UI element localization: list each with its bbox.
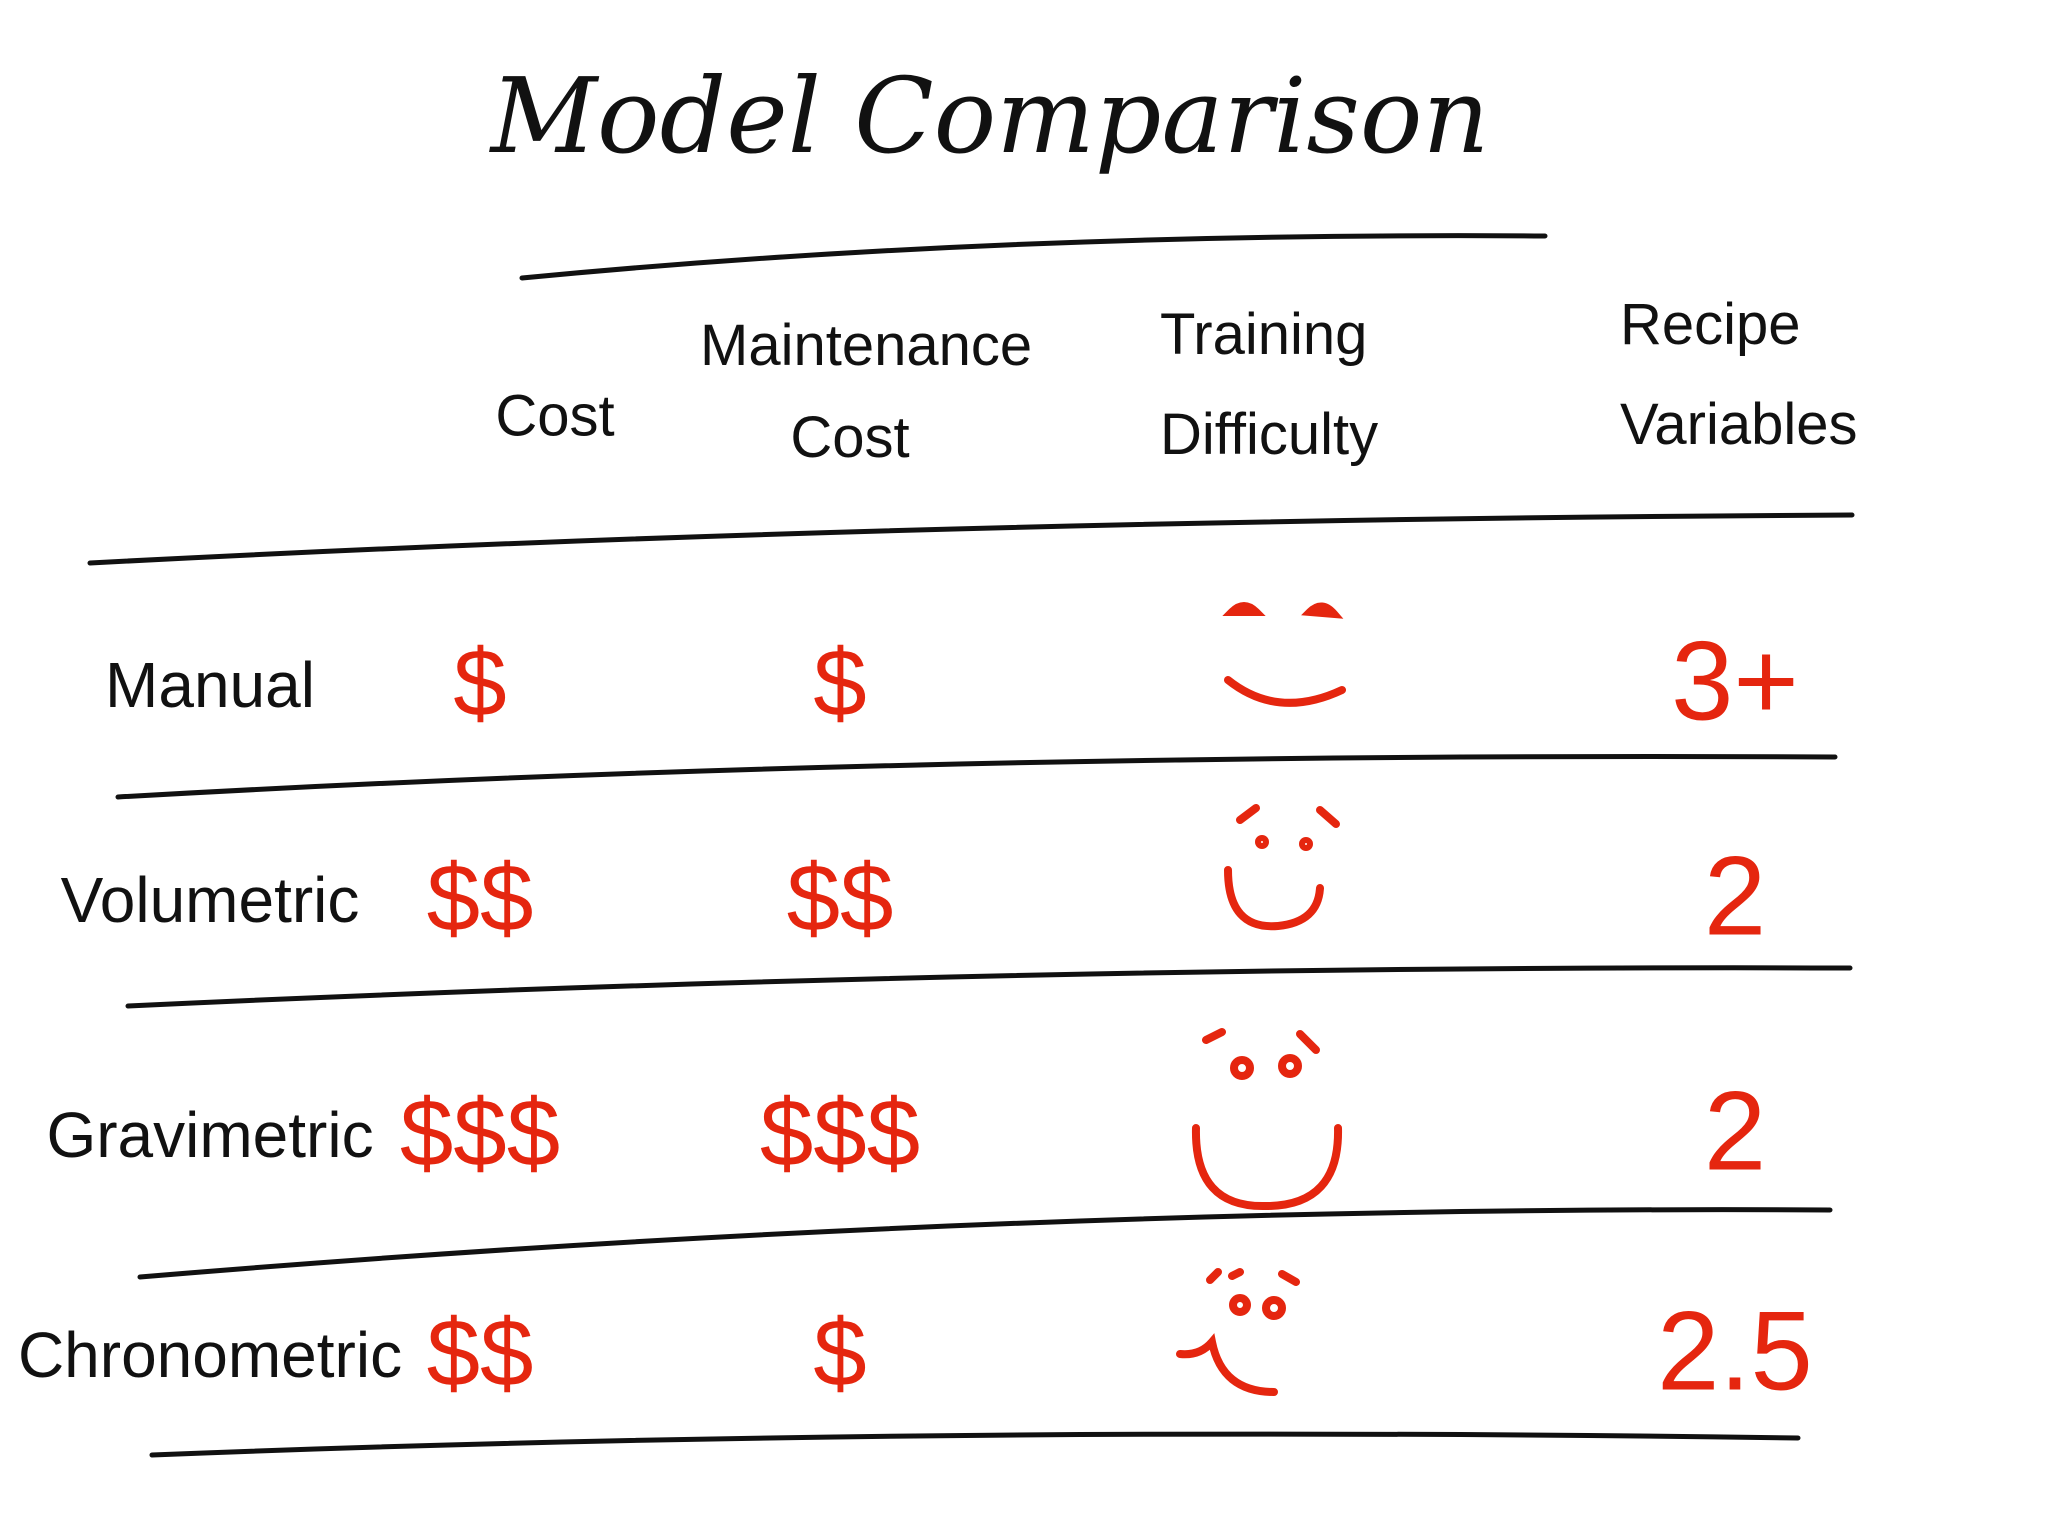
face-icon xyxy=(1176,1268,1300,1396)
row-rule xyxy=(149,1431,1801,1458)
cost-cell: $$$ xyxy=(400,1079,560,1186)
column-header-box: Recipe Variables xyxy=(1620,292,1858,457)
maintenance-cell: $$$ xyxy=(760,1079,920,1186)
face-icon xyxy=(1224,804,1340,931)
cost-cell: $$ xyxy=(427,844,534,951)
title-underline xyxy=(519,233,1548,281)
maintenance-cell: $ xyxy=(813,629,866,736)
maintenance-cell: $$ xyxy=(787,844,894,951)
face-icon xyxy=(1222,602,1346,707)
column-header-box: Training Difficulty xyxy=(1160,302,1379,467)
row-rule xyxy=(87,512,1855,566)
cost-cell: $ xyxy=(453,629,506,736)
recipe-cell: 3+ xyxy=(1671,619,1799,744)
recipe-cell: 2 xyxy=(1704,834,1766,959)
column-header: Recipe Variables xyxy=(1620,292,1858,457)
row-rule xyxy=(115,754,1838,800)
row-label: Gravimetric xyxy=(46,1099,373,1171)
row-rule xyxy=(125,965,1853,1009)
row-label: Volumetric xyxy=(61,864,360,936)
column-header-box: Maintenance Cost xyxy=(700,313,1033,470)
row-rule xyxy=(137,1207,1833,1280)
recipe-cell: 2 xyxy=(1704,1069,1766,1194)
face-icon xyxy=(1191,1028,1343,1211)
title: Model Comparison xyxy=(489,55,1490,177)
row-label: Manual xyxy=(105,649,315,721)
cost-cell: $$ xyxy=(427,1299,534,1406)
column-header: Training Difficulty xyxy=(1160,302,1379,467)
maintenance-cell: $ xyxy=(813,1299,866,1406)
column-header: Cost xyxy=(495,383,614,448)
row-label: Chronometric xyxy=(18,1319,402,1391)
column-header: Maintenance Cost xyxy=(700,313,1033,470)
recipe-cell: 2.5 xyxy=(1657,1289,1813,1414)
